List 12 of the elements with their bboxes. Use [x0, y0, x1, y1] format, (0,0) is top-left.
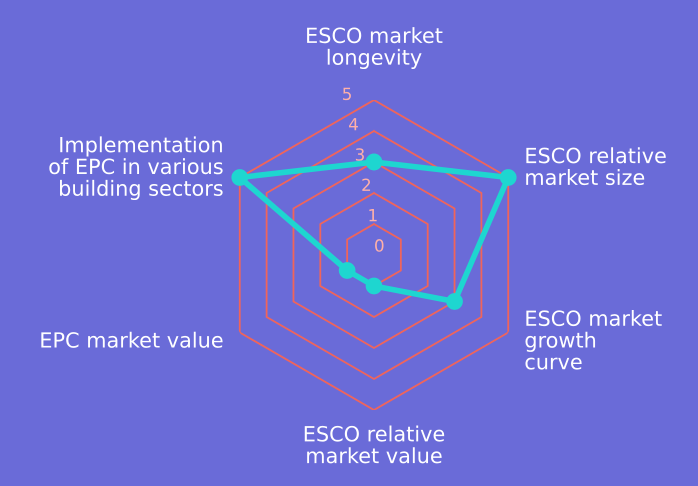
spoke-label: ESCO relative market size	[526, 147, 666, 186]
y-tick-label: 5	[343, 88, 351, 100]
spoke-label: ESCO market longevity	[307, 27, 442, 69]
y-tick-label: 4	[349, 118, 358, 130]
y-tick-label: 0	[375, 239, 384, 252]
y-tick-label: 1	[369, 209, 377, 222]
spoke-label: ESCO market growth curve	[525, 310, 662, 370]
spoke-label: Implementation of EPC in various building sectors	[49, 136, 223, 200]
spoke-label: ESCO relative market value	[304, 426, 444, 464]
y-tick-label: 2	[362, 178, 370, 191]
spoke-label: EPC market value	[41, 332, 223, 348]
y-tick-label: 3	[356, 148, 364, 161]
